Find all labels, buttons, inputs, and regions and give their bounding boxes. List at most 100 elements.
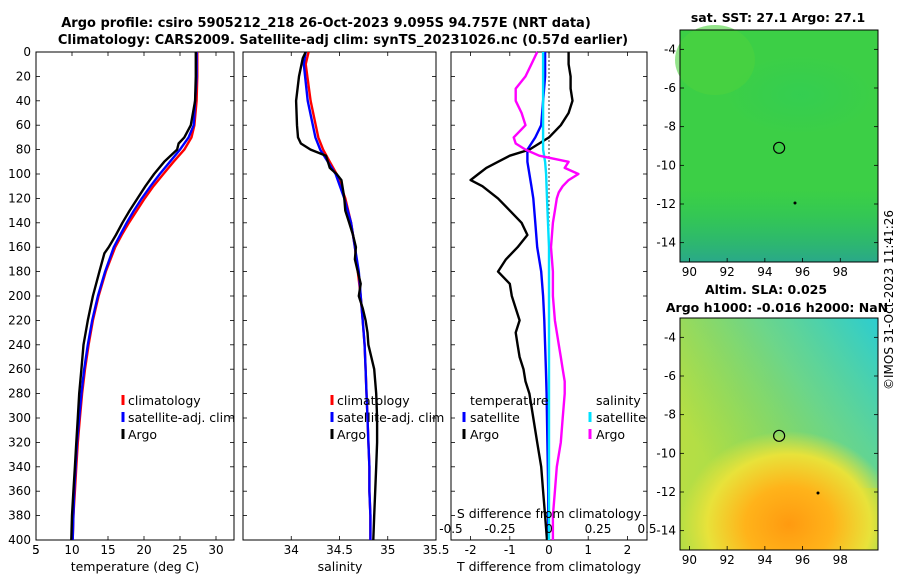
salinity-x-ticks: 34 34.5 35 35.5: [284, 52, 450, 557]
map-y-tick-label: -6: [664, 81, 676, 95]
x-tick-label: 30: [208, 543, 223, 557]
salinity-diff-tick-labels: -0.5 -0.25 0 0.25 0.5: [439, 522, 656, 536]
difference-legend: temperature salinity satellite Argo sate…: [462, 393, 646, 442]
y-tick-label: 40: [16, 94, 31, 108]
map-y-tick-label: -6: [664, 369, 676, 383]
series-temperature-argo: [469, 52, 574, 541]
sst-map-island-marker: [793, 201, 797, 205]
map-y-tick-label: -12: [656, 197, 676, 211]
legend-label-argo: Argo: [128, 427, 157, 442]
y-tick-label: 60: [16, 118, 31, 132]
y-tick-label: 320: [8, 435, 31, 449]
y-tick-label: 400: [8, 533, 31, 547]
map-y-tick-label: -4: [664, 42, 676, 56]
series-salinity-argo: [512, 51, 580, 540]
top-x-tick-label: -0.25: [484, 522, 515, 536]
sst-map-title: sat. SST: 27.1 Argo: 27.1: [691, 10, 865, 25]
x-tick-label: 34: [284, 543, 299, 557]
x-tick-label: 5: [32, 543, 40, 557]
map-y-tick-label: -10: [656, 158, 676, 172]
legend-label-satellite: satellite-adj. clim: [128, 410, 235, 425]
x-tick-label: 1: [584, 543, 592, 557]
temperature-panel: 0 20 40 60 80 100 120 140 160 180 200 220 240 260 280 3…: [8, 45, 235, 574]
sla-map-island-marker: [816, 491, 820, 495]
top-x-tick-label: -0.5: [439, 522, 462, 536]
x-tick-label: 35.5: [423, 543, 450, 557]
y-tick-label: 0: [23, 45, 31, 59]
x-tick-label: 2: [624, 543, 632, 557]
salinity-x-label: salinity: [318, 559, 363, 574]
difference-x-label: T difference from climatology: [456, 559, 642, 574]
x-tick-label: -1: [504, 543, 516, 557]
sla-map-title-line1: Altim. SLA: 0.025: [705, 282, 827, 297]
y-tick-label: 260: [8, 362, 31, 376]
x-tick-label: 0: [545, 543, 553, 557]
map-y-tick-label: -4: [664, 330, 676, 344]
map-x-tick-label: 96: [795, 265, 810, 279]
top-x-tick-label: 0: [545, 522, 553, 536]
difference-top-x-label: S difference from climatology: [457, 506, 642, 521]
salinity-series: [294, 51, 379, 541]
sla-map-warm-region: [680, 380, 878, 550]
legend-label-t-argo: Argo: [470, 427, 499, 442]
map-y-tick-label: -12: [656, 485, 676, 499]
x-tick-label: 15: [100, 543, 115, 557]
sla-map-panel: Altim. SLA: 0.025 Argo h1000: -0.016 h20…: [656, 282, 888, 567]
difference-panel: -2 -1 0 1 2 T difference from climatology S …: [439, 51, 657, 574]
sla-map-ticks: 90 92 94 96 98 -4 -6 -8 -10 -12 -14: [656, 330, 878, 567]
legend-label-climatology: climatology: [337, 393, 410, 408]
temperature-x-ticks: 5 10 15 20 25 305: [32, 52, 224, 557]
figure-title-line2: Climatology: CARS2009. Satellite-adj cli…: [58, 33, 628, 48]
sst-map-warm-patch: [725, 55, 875, 135]
legend-label-s-argo: Argo: [596, 427, 625, 442]
map-x-tick-label: 96: [795, 553, 810, 567]
map-x-tick-label: 94: [757, 553, 772, 567]
y-tick-label: 100: [8, 167, 31, 181]
y-tick-label: 80: [16, 143, 31, 157]
y-tick-label: 120: [8, 191, 31, 205]
map-y-tick-label: -8: [664, 408, 676, 422]
credit-stamp: ©IMOS 31-Oct-2023 11:41:26: [882, 210, 896, 390]
salinity-axes-box: [242, 51, 437, 541]
y-tick-label: 360: [8, 484, 31, 498]
series-temperature-satellite: [526, 52, 550, 540]
map-x-tick-label: 92: [720, 265, 735, 279]
temperature-axes-box: [35, 51, 235, 541]
legend-label-satellite: satellite-adj. clim: [337, 410, 444, 425]
x-tick-label: 5: [32, 543, 40, 557]
top-x-tick-label: 0.25: [585, 522, 612, 536]
map-x-tick-label: 98: [833, 265, 848, 279]
series-argo: [70, 52, 198, 541]
legend-head-salinity: salinity: [596, 393, 641, 408]
x-tick-label: 35: [380, 543, 395, 557]
y-tick-label: 240: [8, 338, 31, 352]
sla-map-frame: [679, 317, 879, 551]
y-tick-label: 380: [8, 509, 31, 523]
series-salinity-satellite: [541, 52, 551, 540]
x-tick-label: 10: [64, 543, 79, 557]
sla-map-title-line2: Argo h1000: -0.016 h2000: NaN: [666, 300, 888, 315]
sst-map-patch: [675, 25, 755, 95]
sst-map-argo-marker: [773, 141, 786, 154]
difference-y-ticks: [451, 51, 647, 541]
sla-map-argo-marker: [773, 429, 786, 442]
y-tick-label: 180: [8, 265, 31, 279]
salinity-panel: 34 34.5 35 35.5 salinity climatology satell…: [242, 51, 450, 574]
temperature-legend: climatology satellite-adj. clim Argo: [121, 393, 235, 442]
legend-label-climatology: climatology: [128, 393, 201, 408]
x-tick-label: 20: [136, 543, 151, 557]
x-tick-label: 25: [172, 543, 187, 557]
y-tick-label: 20: [16, 69, 31, 83]
sst-map-cool-band: [680, 190, 878, 262]
x-tick-label: -2: [465, 543, 477, 557]
map-x-tick-label: 90: [682, 553, 697, 567]
y-tick-label: 160: [8, 240, 31, 254]
y-tick-label: 340: [8, 460, 31, 474]
map-x-tick-label: 90: [682, 265, 697, 279]
map-y-tick-label: -10: [656, 446, 676, 460]
y-tick-label: 300: [8, 411, 31, 425]
y-tick-label: 220: [8, 313, 31, 327]
legend-label-argo: Argo: [337, 427, 366, 442]
map-x-tick-label: 98: [833, 553, 848, 567]
